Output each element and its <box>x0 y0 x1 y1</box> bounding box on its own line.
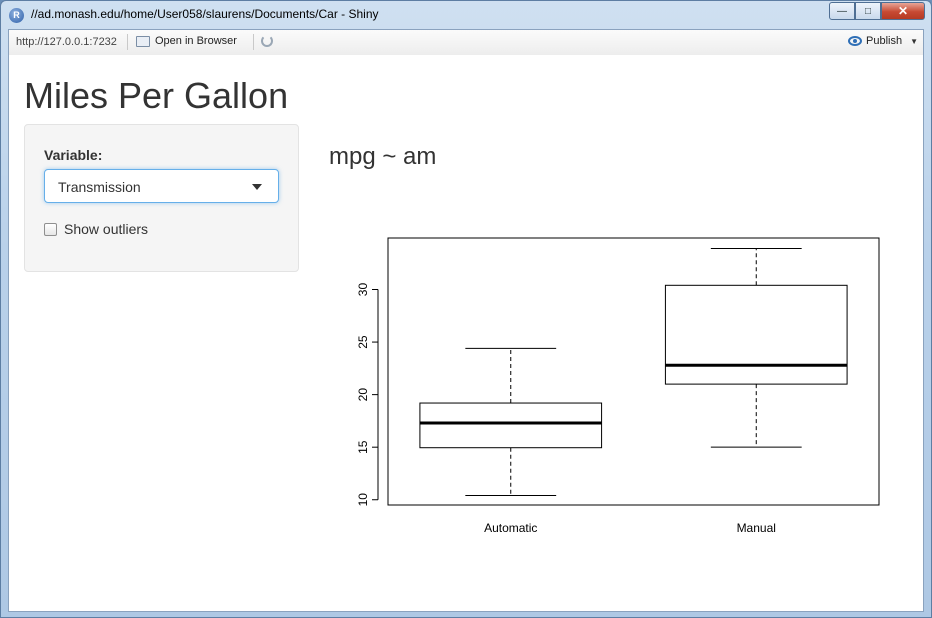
window-title: //ad.monash.edu/home/User058/slaurens/Do… <box>31 7 379 21</box>
variable-label: Variable: <box>44 147 103 163</box>
plot-frame <box>387 237 880 506</box>
publish-button[interactable]: Publish ▼ <box>848 35 918 47</box>
box-automatic <box>419 347 603 497</box>
box-iqr <box>664 284 848 385</box>
y-tick-label: 25 <box>356 335 370 349</box>
show-outliers-option[interactable]: Show outliers <box>44 221 148 237</box>
sidebar-panel: Variable: Transmission Show outliers <box>24 124 299 272</box>
refresh-icon[interactable] <box>261 35 273 47</box>
show-outliers-label: Show outliers <box>64 221 149 237</box>
close-button[interactable]: ✕ <box>881 2 925 20</box>
viewer-toolbar: http://127.0.0.1:7232 Open in Browser Pu… <box>9 30 923 56</box>
page-title: Miles Per Gallon <box>24 75 289 116</box>
publish-label: Publish <box>866 35 903 47</box>
plot-title: mpg ~ am <box>329 143 437 170</box>
maximize-icon: □ <box>864 5 872 17</box>
window-controls: — □ ✕ <box>829 2 925 20</box>
open-in-browser-label: Open in Browser <box>155 35 237 47</box>
x-tick-label: Automatic <box>484 521 537 535</box>
minimize-button[interactable]: — <box>829 2 855 20</box>
close-icon: ✕ <box>897 4 909 18</box>
title-bar[interactable]: R //ad.monash.edu/home/User058/slaurens/… <box>1 1 931 29</box>
toolbar-divider <box>127 34 128 50</box>
y-tick-label: 10 <box>356 493 370 507</box>
y-tick-label: 30 <box>356 283 370 297</box>
chevron-down-icon: ▼ <box>910 36 918 46</box>
y-tick-label: 15 <box>356 440 370 454</box>
viewer-pane: http://127.0.0.1:7232 Open in Browser Pu… <box>8 29 924 612</box>
maximize-button[interactable]: □ <box>855 2 881 20</box>
publish-icon <box>848 36 862 46</box>
toolbar-divider <box>253 34 254 50</box>
shiny-app-page: Miles Per Gallon Variable: Transmission … <box>9 55 923 611</box>
variable-select[interactable]: Transmission <box>44 169 279 203</box>
box-iqr <box>419 402 603 449</box>
show-outliers-checkbox[interactable] <box>44 222 57 236</box>
r-icon: R <box>9 8 24 23</box>
url-label: http://127.0.0.1:7232 <box>16 36 117 48</box>
variable-select-value: Transmission <box>58 179 141 195</box>
y-tick-label: 20 <box>356 388 370 402</box>
boxplot-chart: 10 15 20 25 30 Automatic Manual <box>356 237 880 535</box>
x-tick-label: Manual <box>737 521 776 535</box>
open-in-browser-icon <box>136 35 150 47</box>
minimize-icon: — <box>837 5 847 17</box>
box-manual <box>664 248 848 448</box>
open-in-browser-button[interactable]: Open in Browser <box>136 35 237 47</box>
chevron-down-icon <box>252 184 262 190</box>
